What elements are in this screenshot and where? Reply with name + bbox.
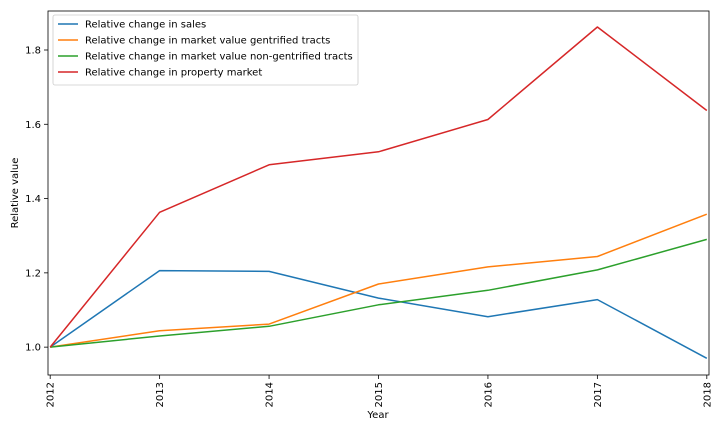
x-axis-label: Year: [366, 410, 389, 421]
legend-box: [52, 14, 359, 86]
series-line: [50, 238, 708, 348]
y-tick-label: 1.0: [25, 343, 41, 354]
series-line: [50, 213, 708, 348]
series-layer: [49, 26, 708, 359]
x-tick-label: 2016: [483, 382, 494, 407]
x-tick-label: 2017: [593, 382, 604, 407]
y-tick-label: 1.2: [25, 268, 41, 279]
x-tick-label: 2013: [155, 382, 166, 407]
legend-entry: Relative change in sales: [85, 20, 206, 31]
series-line: [49, 269, 708, 359]
x-tick-label: 2012: [46, 382, 57, 407]
legend-entry: Relative change in market value non-gent…: [85, 52, 353, 63]
legend: Relative change in sales Relative change …: [52, 14, 359, 86]
axes: Year Relative value 1.0 1.2 1.4 1.6 1.8 2012 2…: [10, 46, 713, 422]
legend-entry: Relative change in market value gentrifi…: [85, 36, 330, 47]
y-tick-label: 1.8: [25, 46, 41, 57]
series-line: [49, 26, 708, 348]
x-tick-label: 2015: [374, 382, 385, 407]
x-tick-label: 2014: [265, 382, 276, 407]
legend-entry: Relative change in property market: [85, 68, 262, 79]
y-tick-label: 1.4: [25, 194, 41, 205]
y-tick-label: 1.6: [25, 120, 41, 131]
x-tick-label: 2018: [702, 382, 713, 407]
y-axis-label: Relative value: [10, 158, 21, 229]
